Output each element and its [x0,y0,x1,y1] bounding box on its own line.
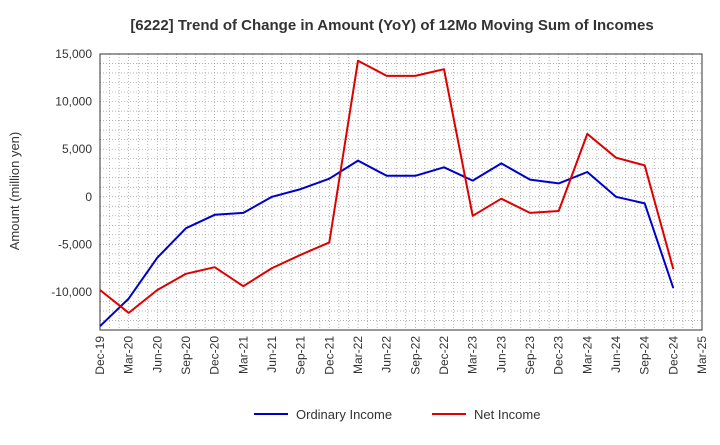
y-tick-label: 10,000 [55,95,92,109]
y-tick-label: 0 [85,190,92,204]
series-line [99,59,675,314]
series-lines [99,59,675,327]
x-tick-label: Dec-20 [208,336,222,375]
x-tick-label: Jun-24 [609,336,623,373]
series-line [99,159,675,327]
x-tick-label: Mar-24 [580,336,594,374]
axes [99,53,703,331]
x-tick-label: Mar-20 [122,336,136,374]
x-tick-labels: Dec-19 Mar-20 Jun-20 Sep-20 Dec-20 Mar-21 Jun-… [93,336,709,375]
x-tick-label: Mar-22 [351,336,365,374]
chart-title: [6222] Trend of Change in Amount (YoY) o… [130,17,653,34]
y-tick-label: 5,000 [62,142,92,156]
y-axis-label: Amount (million yen) [7,132,22,251]
x-tick-label: Dec-21 [322,336,336,375]
x-tick-label: Jun-20 [150,336,164,373]
y-tick-label: -10,000 [51,285,92,299]
x-tick-label: Sep-20 [179,336,193,375]
legend-label: Net Income [474,407,540,422]
legend-label: Ordinary Income [296,407,392,422]
x-tick-label: Sep-21 [294,336,308,375]
x-tick-label: Mar-23 [466,336,480,374]
x-tick-label: Jun-23 [494,336,508,373]
x-tick-label: Dec-23 [552,336,566,375]
x-tick-label: Sep-24 [638,336,652,375]
plot-frame [99,53,703,331]
x-tick-label: Mar-25 [695,336,709,374]
x-tick-label: Jun-21 [265,336,279,373]
x-tick-label: Dec-24 [666,336,680,375]
gridlines [99,53,702,331]
x-tick-label: Mar-21 [236,336,250,374]
x-tick-label: Dec-22 [437,336,451,375]
y-tick-label: -5,000 [58,237,92,251]
x-tick-label: Jun-22 [380,336,394,373]
x-tick-label: Dec-19 [93,336,107,375]
y-tick-label: 15,000 [55,47,92,61]
x-tick-label: Sep-22 [408,336,422,375]
legend: Ordinary Income Net Income [254,407,540,422]
x-tick-label: Sep-23 [523,336,537,375]
y-tick-labels: 15,000 10,000 5,000 0 -5,000 -10,000 [51,47,92,299]
